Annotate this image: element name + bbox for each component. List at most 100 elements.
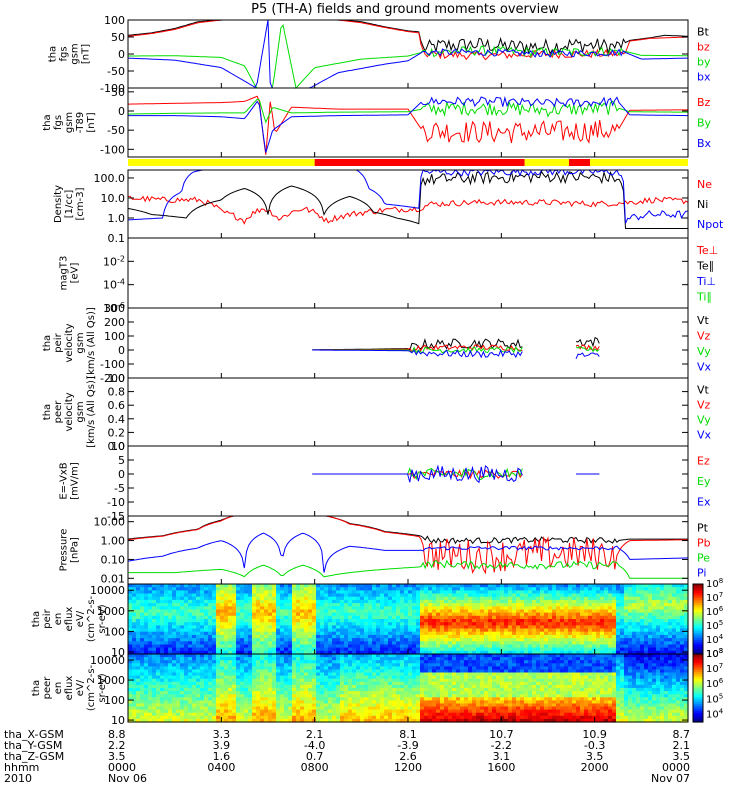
spectrogram-cell xyxy=(460,631,465,636)
spectrogram-cell xyxy=(320,606,325,611)
spectrogram-cell xyxy=(176,599,181,604)
spectrogram-cell xyxy=(388,625,393,630)
spectrogram-cell xyxy=(684,625,689,630)
spectrogram-cell xyxy=(268,684,273,689)
spectrogram-cell xyxy=(256,675,261,680)
spectrogram-cell xyxy=(656,603,661,607)
spectrogram-cell xyxy=(480,599,485,604)
spectrogram-cell xyxy=(300,663,305,667)
spectrogram-cell xyxy=(260,587,265,591)
spectrogram-cell xyxy=(420,593,425,598)
spectrogram-cell xyxy=(672,641,677,646)
spectrogram-cell xyxy=(596,644,601,649)
spectrogram-cell xyxy=(484,593,489,598)
spectrogram-cell xyxy=(188,596,193,601)
spectrogram-cell xyxy=(572,599,577,604)
spectrogram-cell xyxy=(520,615,525,620)
spectrogram-cell xyxy=(384,634,389,639)
spectrogram-cell xyxy=(608,615,613,620)
spectrogram-cell xyxy=(324,700,329,705)
spectrogram-cell xyxy=(192,718,197,723)
spectrogram-cell xyxy=(376,631,381,636)
spectrogram-cell xyxy=(684,599,689,604)
spectrogram-cell xyxy=(324,678,329,683)
spectrogram-cell xyxy=(636,634,641,639)
spectrogram-cell xyxy=(592,622,597,626)
spectrogram-cell xyxy=(348,612,353,617)
spectrogram-cell xyxy=(176,700,181,705)
spectrogram-cell xyxy=(612,622,617,626)
spectrogram-cell xyxy=(564,599,569,604)
spectrogram-cell xyxy=(448,596,453,601)
spectrogram-cell xyxy=(216,609,221,614)
spectrogram-cell xyxy=(664,650,669,655)
spectrogram-cell xyxy=(528,587,533,591)
spectrogram-cell xyxy=(536,641,541,646)
spectrogram-cell xyxy=(156,587,161,591)
spectrogram-cell xyxy=(364,706,369,711)
spectrogram-cell xyxy=(140,606,145,611)
spectrogram-cell xyxy=(400,622,405,626)
spectrogram-cell xyxy=(132,584,137,588)
spectrogram-cell xyxy=(500,612,505,617)
spectrogram-cell xyxy=(144,712,149,717)
spectrogram-cell xyxy=(296,590,301,595)
spectrogram-cell xyxy=(184,669,189,674)
spectrogram-cell xyxy=(248,590,253,595)
spectrogram-cell xyxy=(148,706,153,711)
spectrogram-cell xyxy=(164,675,169,680)
spectrogram-cell xyxy=(288,584,293,588)
spectrogram-cell xyxy=(292,694,297,698)
spectrogram-cell xyxy=(416,622,421,626)
spectrogram-cell xyxy=(276,584,281,588)
spectrogram-cell xyxy=(188,650,193,655)
spectrogram-cell xyxy=(132,709,137,714)
spectrogram-cell xyxy=(580,593,585,598)
y-axis-label: magT3 xyxy=(59,256,70,291)
spectrogram-cell xyxy=(164,638,169,642)
spectrogram-cell xyxy=(456,644,461,649)
spectrogram-cell xyxy=(160,681,165,686)
spectrogram-cell xyxy=(168,647,173,652)
spectrogram-cell xyxy=(208,681,213,686)
spectrogram-cell xyxy=(484,612,489,617)
spectrogram-cell xyxy=(500,615,505,620)
spectrogram-cell xyxy=(336,672,341,677)
spectrogram-cell xyxy=(644,644,649,649)
spectrogram-cell xyxy=(464,584,469,588)
spectrogram-cell xyxy=(600,619,605,623)
spectrogram-cell xyxy=(284,709,289,714)
spectrogram-cell xyxy=(376,712,381,717)
spectrogram-cell xyxy=(148,654,153,658)
spectrogram-cell xyxy=(412,694,417,698)
y-tick-label: -50 xyxy=(107,65,125,78)
spectrogram-cell xyxy=(400,657,405,661)
spectrogram-cell xyxy=(220,706,225,711)
spectrogram-cell xyxy=(372,584,377,588)
spectrogram-cell xyxy=(460,590,465,595)
spectrogram-cell xyxy=(148,615,153,620)
spectrogram-cell xyxy=(204,654,209,658)
spectrogram-cell xyxy=(172,593,177,598)
spectrogram-cell xyxy=(360,654,365,658)
spectrogram-cell xyxy=(372,657,377,661)
spectrogram-cell xyxy=(532,622,537,626)
spectrogram-cell xyxy=(372,628,377,633)
spectrogram-cell xyxy=(368,712,373,717)
spectrogram-cell xyxy=(148,663,153,667)
spectrogram-cell xyxy=(220,654,225,658)
spectrogram-cell xyxy=(452,634,457,639)
spectrogram-cell xyxy=(404,660,409,664)
spectrogram-cell xyxy=(304,654,309,658)
spectrogram-cell xyxy=(520,641,525,646)
spectrogram-cell xyxy=(276,712,281,717)
spectrogram-cell xyxy=(292,691,297,695)
spectrogram-cell xyxy=(256,587,261,591)
spectrogram-cell xyxy=(272,678,277,683)
spectrogram-cell xyxy=(608,593,613,598)
spectrogram-cell xyxy=(304,703,309,708)
spectrogram-cell xyxy=(280,584,285,588)
spectrogram-cell xyxy=(444,622,449,626)
spectrogram-cell xyxy=(292,678,297,683)
y-tick-label: 100 xyxy=(104,14,125,27)
